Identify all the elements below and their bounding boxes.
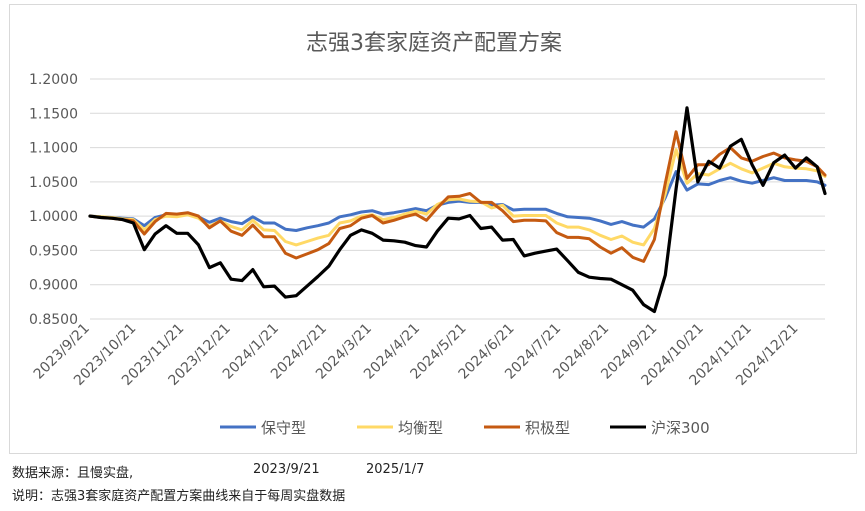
series-line	[88, 130, 827, 263]
y-tick-label: 1.0500	[29, 175, 78, 191]
start-date: 2023/9/21	[253, 462, 320, 477]
x-axis: 2023/9/212023/10/212023/11/212023/12/212…	[31, 321, 802, 389]
series-line	[88, 106, 827, 314]
footnote: 说明：志强3套家庭资产配置方案曲线来自于每周实盘数据	[12, 489, 346, 504]
y-tick-label: 0.9000	[29, 278, 78, 294]
y-tick-label: 1.0000	[29, 209, 78, 225]
y-tick-label: 0.8500	[29, 312, 78, 328]
y-tick-label: 0.9500	[29, 243, 78, 259]
y-axis: 1.2000 1.1500 1.1000 1.0500 1.0000 0.9500 0.90…	[29, 72, 78, 328]
gridlines	[90, 78, 825, 320]
end-date: 2025/1/7	[366, 462, 425, 477]
y-tick-label: 1.2000	[29, 72, 78, 88]
line-chart: 志强3套家庭资产配置方案 1.2000 1.1500 1.1000 1.0500 1.0…	[29, 31, 827, 437]
y-tick-label: 1.1000	[29, 141, 78, 157]
series-line	[88, 170, 827, 232]
y-tick-label: 1.1500	[29, 106, 78, 122]
legend-label: 保守型	[261, 419, 306, 437]
legend-label: 积极型	[525, 419, 570, 437]
series-lines	[88, 106, 827, 314]
legend: 保守型 均衡型 积极型 沪深300	[220, 419, 710, 437]
legend-label: 均衡型	[398, 419, 443, 437]
chart-area: 志强3套家庭资产配置方案 1.2000 1.1500 1.1000 1.0500 1.0…	[9, 4, 857, 454]
chart-title: 志强3套家庭资产配置方案	[306, 31, 562, 56]
source-label: 数据来源：且慢实盘,	[12, 466, 134, 481]
legend-label: 沪深300	[651, 419, 710, 437]
